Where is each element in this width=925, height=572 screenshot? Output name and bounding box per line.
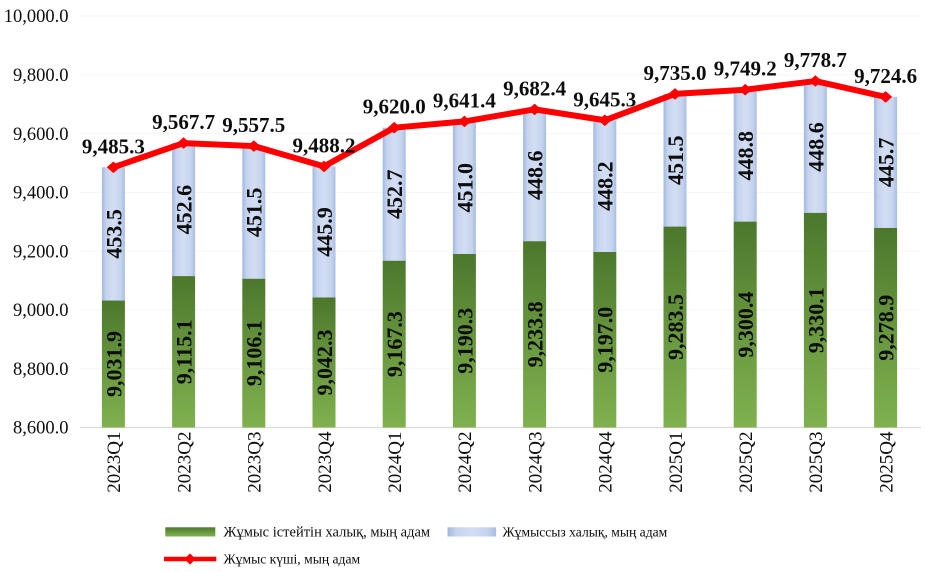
svg-text:452.7: 452.7	[382, 169, 407, 219]
svg-text:9,115.1: 9,115.1	[172, 319, 197, 384]
svg-text:2025Q4: 2025Q4	[876, 431, 897, 493]
svg-text:9,042.3: 9,042.3	[312, 330, 337, 396]
svg-text:2023Q1: 2023Q1	[104, 432, 125, 493]
svg-text:2023Q2: 2023Q2	[174, 432, 195, 493]
svg-text:2024Q2: 2024Q2	[455, 432, 476, 493]
svg-text:448.6: 448.6	[803, 122, 828, 172]
svg-text:451.5: 451.5	[663, 135, 688, 185]
svg-text:9,278.9: 9,278.9	[874, 295, 899, 361]
svg-text:9,400.0: 9,400.0	[13, 184, 69, 204]
svg-text:9,031.9: 9,031.9	[101, 331, 126, 397]
svg-text:451.5: 451.5	[242, 188, 267, 238]
svg-text:8,600.0: 8,600.0	[13, 419, 69, 439]
svg-text:9,197.0: 9,197.0	[593, 307, 618, 373]
svg-text:9,330.1: 9,330.1	[803, 287, 828, 353]
svg-text:Жұмыс күші, мың адам: Жұмыс күші, мың адам	[224, 552, 361, 567]
svg-text:2023Q3: 2023Q3	[245, 432, 266, 493]
svg-text:9,724.6: 9,724.6	[854, 64, 917, 88]
svg-text:9,283.5: 9,283.5	[663, 294, 688, 360]
svg-text:Жұмыс істейтін халық, мың адам: Жұмыс істейтін халық, мың адам	[224, 524, 431, 540]
svg-text:9,778.7: 9,778.7	[784, 48, 847, 72]
svg-text:9,000.0: 9,000.0	[13, 301, 69, 321]
svg-text:9,557.5: 9,557.5	[222, 113, 285, 137]
svg-text:9,567.7: 9,567.7	[152, 110, 215, 134]
svg-text:9,682.4: 9,682.4	[503, 76, 567, 100]
svg-text:448.8: 448.8	[733, 131, 758, 181]
svg-text:9,641.4: 9,641.4	[433, 88, 497, 112]
svg-text:9,200.0: 9,200.0	[13, 242, 69, 262]
svg-text:Жұмыссыз халық, мың адам: Жұмыссыз халық, мың адам	[503, 524, 668, 539]
svg-text:453.5: 453.5	[101, 209, 126, 259]
svg-text:10,000.0: 10,000.0	[4, 7, 69, 27]
svg-text:9,233.8: 9,233.8	[523, 301, 548, 367]
svg-text:9,167.3: 9,167.3	[382, 311, 407, 377]
svg-text:2024Q3: 2024Q3	[525, 432, 546, 493]
svg-text:2024Q4: 2024Q4	[596, 431, 617, 493]
svg-text:9,600.0: 9,600.0	[13, 125, 69, 145]
svg-text:9,749.2: 9,749.2	[714, 57, 777, 81]
svg-text:9,190.3: 9,190.3	[452, 308, 477, 374]
svg-text:9,106.1: 9,106.1	[242, 320, 267, 386]
svg-text:9,620.0: 9,620.0	[363, 95, 426, 119]
svg-text:448.6: 448.6	[523, 151, 548, 201]
svg-text:448.2: 448.2	[593, 161, 618, 211]
svg-text:8,800.0: 8,800.0	[13, 360, 69, 380]
svg-text:2024Q1: 2024Q1	[385, 432, 406, 493]
svg-text:2025Q2: 2025Q2	[736, 432, 757, 493]
svg-text:451.0: 451.0	[452, 163, 477, 213]
svg-text:445.7: 445.7	[874, 138, 899, 188]
svg-text:2025Q3: 2025Q3	[806, 432, 827, 493]
svg-text:9,485.3: 9,485.3	[82, 134, 145, 158]
svg-text:2025Q1: 2025Q1	[666, 432, 687, 493]
svg-text:445.9: 445.9	[312, 207, 337, 257]
svg-text:9,300.4: 9,300.4	[733, 292, 758, 358]
svg-text:452.6: 452.6	[172, 185, 197, 235]
svg-text:2023Q4: 2023Q4	[315, 431, 336, 493]
svg-text:9,800.0: 9,800.0	[13, 66, 69, 86]
svg-text:9,488.2: 9,488.2	[293, 133, 356, 157]
svg-text:9,735.0: 9,735.0	[644, 61, 707, 85]
svg-text:9,645.3: 9,645.3	[573, 87, 636, 111]
